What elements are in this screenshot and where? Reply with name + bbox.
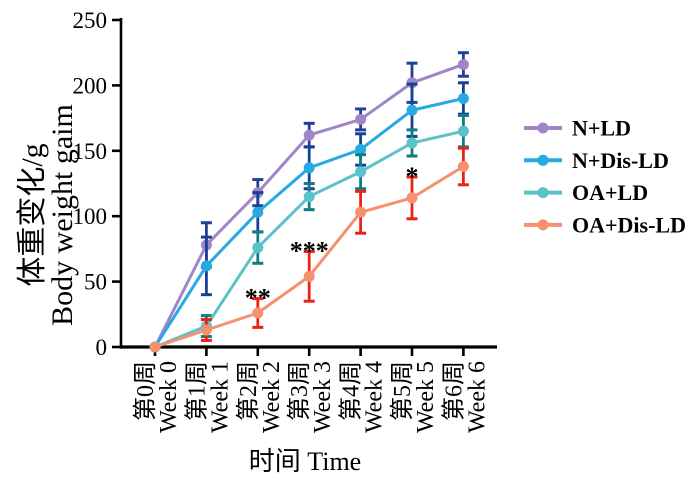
data-point-marker [200, 324, 212, 336]
data-point-marker [355, 143, 367, 155]
significance-annotation: ** [245, 284, 271, 313]
data-point-marker [200, 260, 212, 272]
data-point-marker [457, 92, 469, 104]
legend-swatch-marker [537, 154, 549, 166]
significance-annotation: * [406, 162, 419, 191]
x-tick-label-en: Week 6 [464, 361, 490, 433]
data-point-marker [303, 270, 315, 282]
legend-item: OA+LD [524, 180, 648, 205]
significance-annotation: *** [290, 237, 329, 266]
x-tick-label-en: Week 4 [362, 361, 388, 433]
x-tick-label-cn: 第4周 [338, 361, 365, 421]
legend-swatch-marker [537, 187, 549, 199]
x-tick-label-en: Week 5 [413, 361, 439, 433]
legend: N+LD N+Dis-LD OA+LD OA+Dis-LD [524, 116, 686, 237]
legend-label: N+Dis-LD [572, 148, 669, 173]
legend-item: OA+Dis-LD [524, 212, 686, 237]
legend-label: N+LD [572, 116, 631, 141]
data-point-marker [406, 192, 418, 204]
data-point-marker [457, 160, 469, 172]
series-OA+Dis-LD [149, 146, 469, 353]
legend-label: OA+LD [572, 180, 648, 205]
data-point-marker [252, 206, 264, 218]
data-point-marker [303, 129, 315, 141]
annotations-layer: ****** [245, 162, 419, 313]
x-tick-label-en: Week 2 [259, 361, 285, 433]
legend-swatch-marker [537, 219, 549, 231]
data-point-marker [457, 58, 469, 70]
y-tick-label: 0 [96, 335, 108, 360]
x-tick-label-en: Week 1 [207, 361, 233, 433]
data-point-marker [355, 166, 367, 178]
data-point-marker [303, 162, 315, 174]
x-tick-label-cn: 第5周 [389, 361, 416, 421]
y-tick-label: 250 [73, 8, 108, 33]
y-axis-title-line1-cn: 体重变化/g [16, 143, 49, 286]
y-tick-label: 50 [84, 270, 107, 295]
legend-swatch-marker [537, 122, 549, 134]
x-tick-label-cn: 第0周 [132, 361, 159, 421]
legend-item: N+Dis-LD [524, 148, 669, 173]
data-point-marker [355, 206, 367, 218]
x-tick-label-en: Week 3 [310, 361, 336, 433]
data-point-marker [406, 137, 418, 149]
legend-label: OA+Dis-LD [572, 212, 686, 237]
data-point-marker [406, 104, 418, 116]
y-tick-label: 200 [73, 73, 108, 98]
x-tick-label-cn: 第6周 [440, 361, 467, 421]
x-tick-label-cn: 第1周 [183, 361, 210, 421]
data-point-marker [303, 191, 315, 203]
y-tick-label: 150 [73, 139, 108, 164]
x-tick-label-cn: 第2周 [235, 361, 262, 421]
data-point-marker [355, 113, 367, 125]
series-layer [149, 51, 469, 353]
x-tick-label-en: Week 0 [156, 361, 182, 433]
x-tick-label-cn: 第3周 [286, 361, 313, 421]
legend-item: N+LD [524, 116, 631, 141]
data-point-marker [252, 242, 264, 254]
data-point-marker [252, 307, 264, 319]
data-point-marker [457, 125, 469, 137]
x-axis-title: 时间 Time [249, 447, 361, 476]
y-tick-label: 100 [73, 204, 108, 229]
data-point-marker [149, 341, 161, 353]
y-axis-title-line2-en: Body weight gaim [46, 104, 79, 326]
